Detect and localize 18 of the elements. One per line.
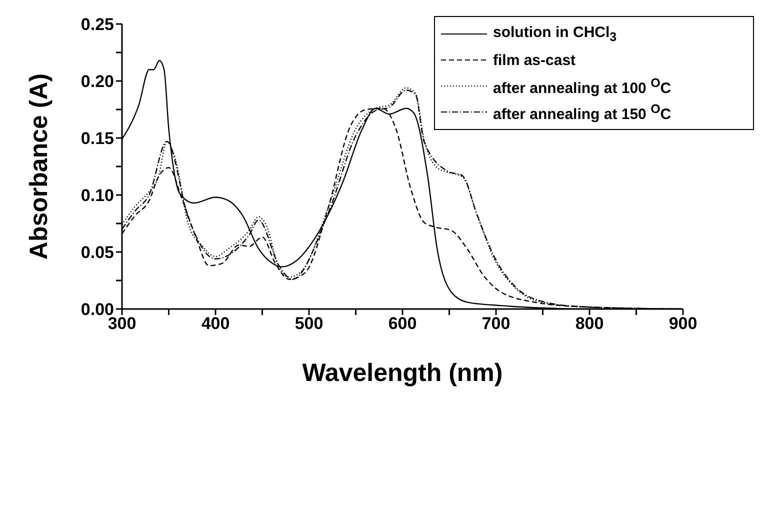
y-tick-label: 0.15 (80, 129, 114, 148)
x-tick-label: 600 (388, 314, 417, 334)
x-axis-title: Wavelength (nm) (302, 358, 503, 387)
legend-label: film as-cast (493, 52, 576, 68)
y-tick-label: 0.20 (80, 72, 114, 92)
legend-label: solution in CHCl$_{3}$ (493, 24, 617, 44)
x-tick-label: 900 (668, 314, 698, 334)
y-tick-label: 0.05 (80, 243, 114, 262)
y-tick-label: 0.25 (80, 15, 114, 34)
x-tick-label: 500 (294, 314, 324, 334)
x-tick-label: 800 (575, 314, 604, 334)
y-tick-label: 0.10 (80, 186, 114, 206)
x-tick-label: 300 (108, 314, 136, 334)
legend-label: after annealing at 150 $^{O}$C (493, 102, 672, 122)
y-axis-title: Absorbance (A) (24, 73, 53, 260)
legend-label: after annealing at 100 $^{O}$C (493, 76, 672, 96)
x-tick-label: 400 (201, 314, 230, 334)
x-tick-label: 700 (482, 314, 510, 334)
